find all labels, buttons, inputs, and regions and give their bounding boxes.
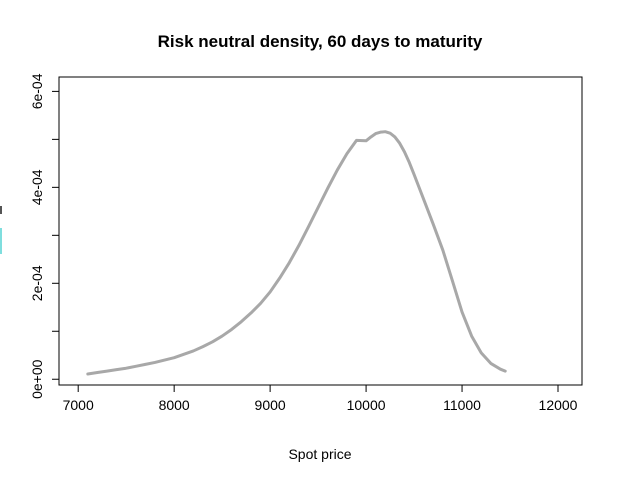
y-tick-label: 0e+00 bbox=[29, 359, 45, 399]
x-tick-label: 11000 bbox=[443, 397, 481, 413]
x-axis: 7000 8000 9000 10000 11000 12000 bbox=[63, 384, 578, 413]
x-tick-label: 9000 bbox=[255, 397, 286, 413]
x-tick-label: 8000 bbox=[159, 397, 190, 413]
y-tick-label: 4e-04 bbox=[29, 169, 45, 205]
chart-title: Risk neutral density, 60 days to maturit… bbox=[158, 32, 483, 51]
x-tick-label: 10000 bbox=[347, 397, 386, 413]
y-tick-label: 2e-04 bbox=[29, 265, 45, 301]
y-tick-label: 6e-04 bbox=[29, 73, 45, 109]
plot-frame bbox=[58, 76, 583, 386]
ylabel-clipped-fragment bbox=[0, 228, 2, 254]
x-axis-label: Spot price bbox=[288, 446, 351, 462]
density-curve bbox=[86, 130, 507, 376]
x-tick-label: 12000 bbox=[539, 397, 578, 413]
x-tick-label: 7000 bbox=[63, 397, 94, 413]
ylabel-clipped-fragment bbox=[0, 206, 2, 214]
y-axis: 0e+00 2e-04 4e-04 6e-04 bbox=[29, 73, 60, 399]
